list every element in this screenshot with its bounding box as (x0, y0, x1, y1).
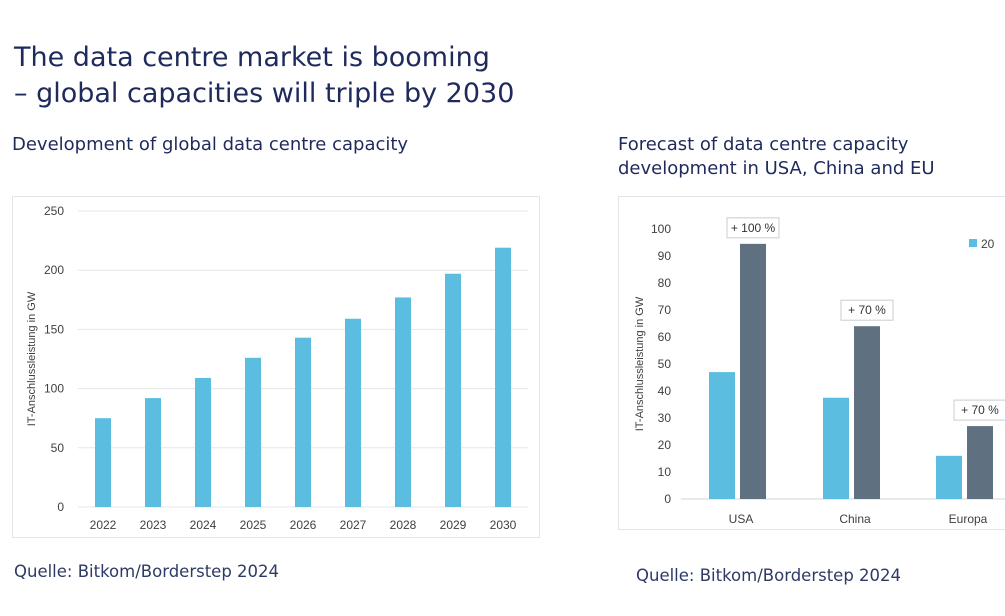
y-tick-label: 100 (44, 382, 64, 396)
bar-china-series-2 (854, 326, 880, 499)
x-tick-label: China (839, 512, 871, 526)
x-tick-label: 2029 (440, 518, 467, 532)
x-tick-label: 2024 (190, 518, 217, 532)
bar-2029 (445, 273, 461, 507)
y-tick-label: 250 (44, 204, 64, 218)
page-title-line-1: The data centre market is booming (14, 42, 490, 73)
y-tick-label: 100 (651, 222, 671, 236)
y-tick-label: 200 (44, 263, 64, 277)
bar-2025 (245, 357, 261, 507)
bar-usa-series-1 (709, 372, 735, 499)
bar-europa-series-2 (967, 426, 993, 499)
x-tick-label: 2023 (140, 518, 167, 532)
y-tick-label: 20 (658, 438, 672, 452)
page-title-line-2: – global capacities will triple by 2030 (14, 78, 515, 109)
annotation-label: + 70 % (848, 303, 886, 317)
global-capacity-bar-chart: 0 50 100 150 200 250 2022 2023 2024 2025 2026 2027 2… (26, 204, 528, 532)
y-tick-label: 30 (658, 411, 672, 425)
bar-usa-series-2 (740, 243, 766, 499)
x-tick-label: 2026 (290, 518, 317, 532)
y-axis-label: IT-Anschlussleistung in GW (26, 291, 38, 426)
bar-2023 (145, 398, 161, 507)
x-tick-label: USA (729, 512, 754, 526)
bar-2027 (345, 318, 361, 507)
annotation-label: + 100 % (731, 221, 776, 235)
annotation-box (840, 299, 894, 321)
y-tick-label: 150 (44, 322, 64, 336)
bar-europa-series-1 (936, 455, 962, 499)
right-chart-container: 0 10 20 30 40 50 60 70 80 90 100 USA + 100 % China + 7… (618, 196, 1005, 530)
y-tick-label: 50 (51, 441, 65, 455)
bar-2026 (295, 337, 311, 507)
x-tick-label: Europa (949, 512, 988, 526)
x-tick-label: 2030 (490, 518, 517, 532)
x-tick-label: 2027 (340, 518, 367, 532)
regional-forecast-bar-chart: 0 10 20 30 40 50 60 70 80 90 100 USA + 100 % China + 7… (634, 217, 1005, 526)
left-chart-container: 0 50 100 150 200 250 2022 2023 2024 2025 2026 2027 2… (12, 196, 540, 538)
y-tick-label: 40 (658, 384, 672, 398)
y-tick-label: 50 (658, 357, 672, 371)
x-tick-label: 2025 (240, 518, 267, 532)
annotation-box (726, 217, 780, 239)
right-chart-subtitle-line-2: development in USA, China and EU (618, 158, 935, 179)
y-tick-label: 90 (658, 249, 672, 263)
legend-swatch-series-1 (969, 239, 977, 247)
y-tick-label: 60 (658, 330, 672, 344)
bar-china-series-1 (823, 397, 849, 499)
left-chart-subtitle: Development of global data centre capaci… (12, 134, 409, 155)
y-tick-label: 10 (658, 465, 672, 479)
bar-2022 (95, 418, 111, 507)
annotation-label: + 70 % (961, 403, 999, 417)
y-tick-label: 0 (57, 500, 64, 514)
legend-label-series-1: 20 (981, 237, 995, 251)
bar-2028 (395, 297, 411, 507)
x-tick-label: 2028 (390, 518, 417, 532)
right-source-note: Quelle: Bitkom/Borderstep 2024 (636, 566, 902, 585)
x-tick-label: 2022 (90, 518, 117, 532)
bar-2024 (195, 377, 211, 507)
annotation-box (953, 399, 1005, 421)
right-chart-subtitle-line-1: Forecast of data centre capacity (618, 134, 909, 155)
y-tick-label: 80 (658, 276, 672, 290)
y-tick-label: 0 (664, 492, 671, 506)
y-tick-label: 70 (658, 303, 672, 317)
y-axis-label: IT-Anschlussleistung in GW (634, 296, 646, 431)
bar-2030 (495, 247, 511, 508)
left-source-note: Quelle: Bitkom/Borderstep 2024 (14, 562, 280, 581)
